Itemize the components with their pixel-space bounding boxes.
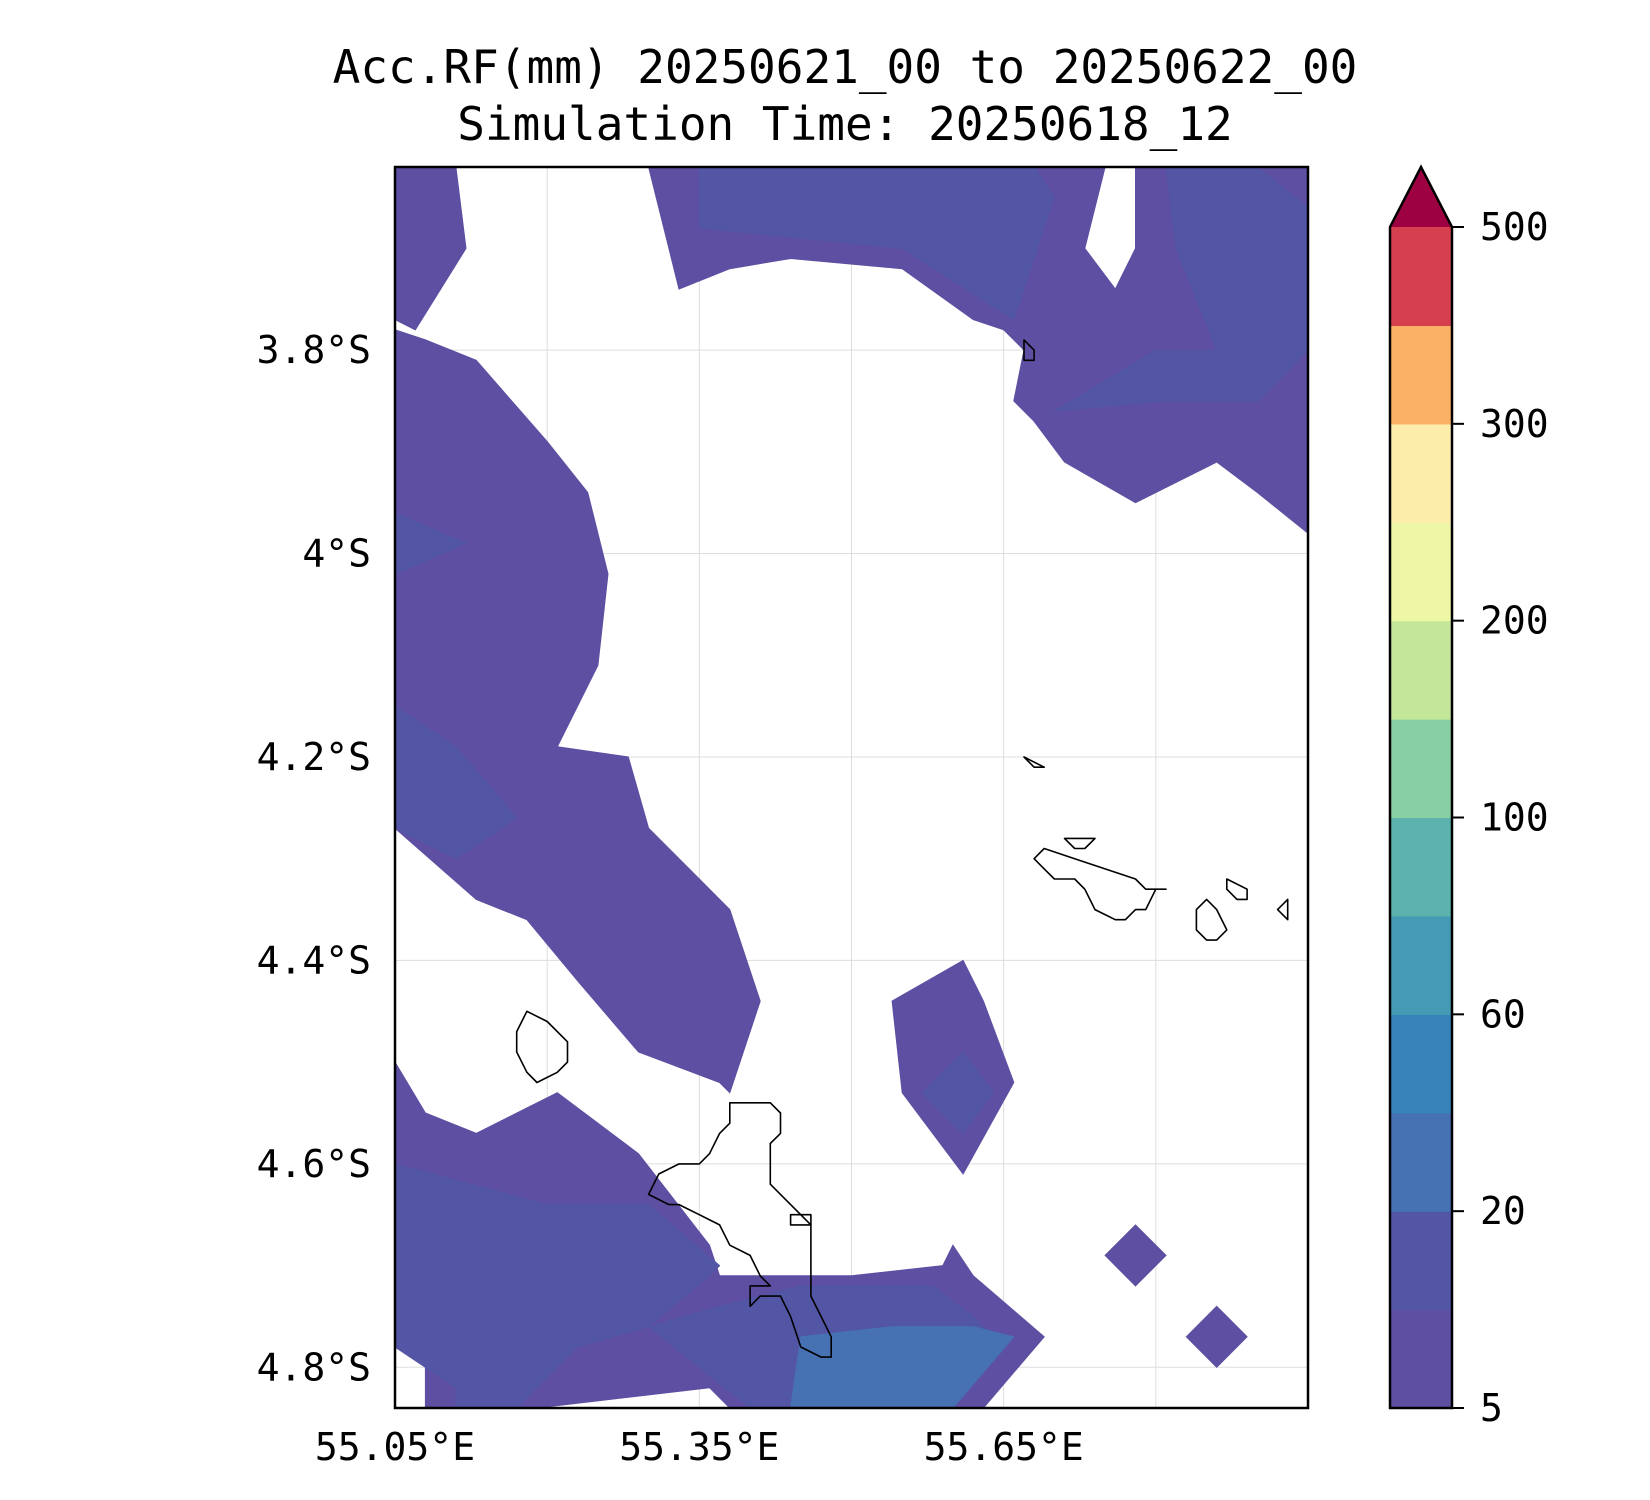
colorbar-segment: [1390, 1014, 1452, 1114]
y-tick-label: 3.8°S: [257, 328, 371, 372]
colorbar-tick-label: 20: [1480, 1189, 1526, 1233]
rainfall-region: [648, 167, 1308, 534]
coastline: [1276, 898, 1289, 921]
colorbar-segment: [1390, 227, 1452, 327]
rainfall-contour-regions: [395, 167, 1308, 1408]
y-tick-label: 4°S: [302, 532, 371, 576]
coastline: [647, 1102, 833, 1358]
rainfall-region: [921, 1051, 995, 1135]
colorbar-segment: [1390, 719, 1452, 819]
rainfall-region: [395, 1163, 721, 1408]
colorbar-segment: [1390, 620, 1452, 720]
rainfall-region: [395, 329, 761, 1094]
chart-title: Acc.RF(mm) 20250621_00 to 20250622_00: [332, 40, 1358, 94]
colorbar-tick-label: 5: [1480, 1386, 1503, 1430]
colorbar-outline: [1388, 164, 1454, 1410]
colorbar-segment: [1390, 1309, 1452, 1409]
rainfall-region: [395, 167, 467, 331]
colorbar-segment: [1390, 325, 1452, 425]
colorbar-segment: [1390, 817, 1452, 917]
rainfall-region: [395, 705, 518, 860]
x-tick-label: 55.35°E: [619, 1425, 779, 1469]
map-frame: [393, 165, 1310, 1410]
colorbar-tick-label: 60: [1480, 992, 1526, 1036]
rainfall-region: [1104, 1224, 1167, 1287]
x-tick-label: 55.65°E: [924, 1425, 1084, 1469]
rainfall-region: [395, 512, 468, 575]
chart-subtitle: Simulation Time: 20250618_12: [457, 97, 1233, 151]
x-tick-label: 55.05°E: [315, 1425, 475, 1469]
colorbar-extend-arrow: [1390, 167, 1452, 227]
colorbar-segment: [1390, 1211, 1452, 1311]
rainfall-region: [1185, 1305, 1248, 1369]
y-tick-label: 4.8°S: [257, 1345, 371, 1389]
colorbar-tick-label: 100: [1480, 796, 1549, 840]
coastline: [1195, 898, 1228, 941]
rainfall-region: [790, 1326, 1015, 1408]
colorbar-segment: [1390, 423, 1452, 523]
coastline: [515, 1010, 569, 1084]
colorbar-tick-label: 300: [1480, 402, 1549, 446]
y-tick-label: 4.2°S: [257, 735, 371, 779]
y-tick-label: 4.4°S: [257, 938, 371, 982]
coastline: [1033, 847, 1167, 921]
colorbar-segment: [1390, 1112, 1452, 1212]
coastline: [1226, 878, 1248, 901]
coastlines: [515, 339, 1289, 1358]
y-tick-label: 4.6°S: [257, 1142, 371, 1186]
rainfall-region: [1054, 167, 1308, 412]
coastline: [789, 1213, 812, 1226]
colorbar-segment: [1390, 915, 1452, 1015]
colorbar: 5 20 60 100 200 300 500: [1388, 164, 1549, 1430]
coastline: [1023, 756, 1045, 769]
coastline: [1063, 837, 1096, 850]
colorbar-tick-label: 200: [1480, 599, 1549, 643]
colorbar-segment: [1390, 522, 1452, 622]
rainfall-region: [698, 167, 1055, 321]
colorbar-tick-label: 500: [1480, 205, 1549, 249]
coastline: [1023, 339, 1035, 362]
map-axes: 55.05°E 55.35°E 55.65°E 3.8°S 4°S 4.2°S 4.4°S 4…: [257, 328, 1084, 1469]
